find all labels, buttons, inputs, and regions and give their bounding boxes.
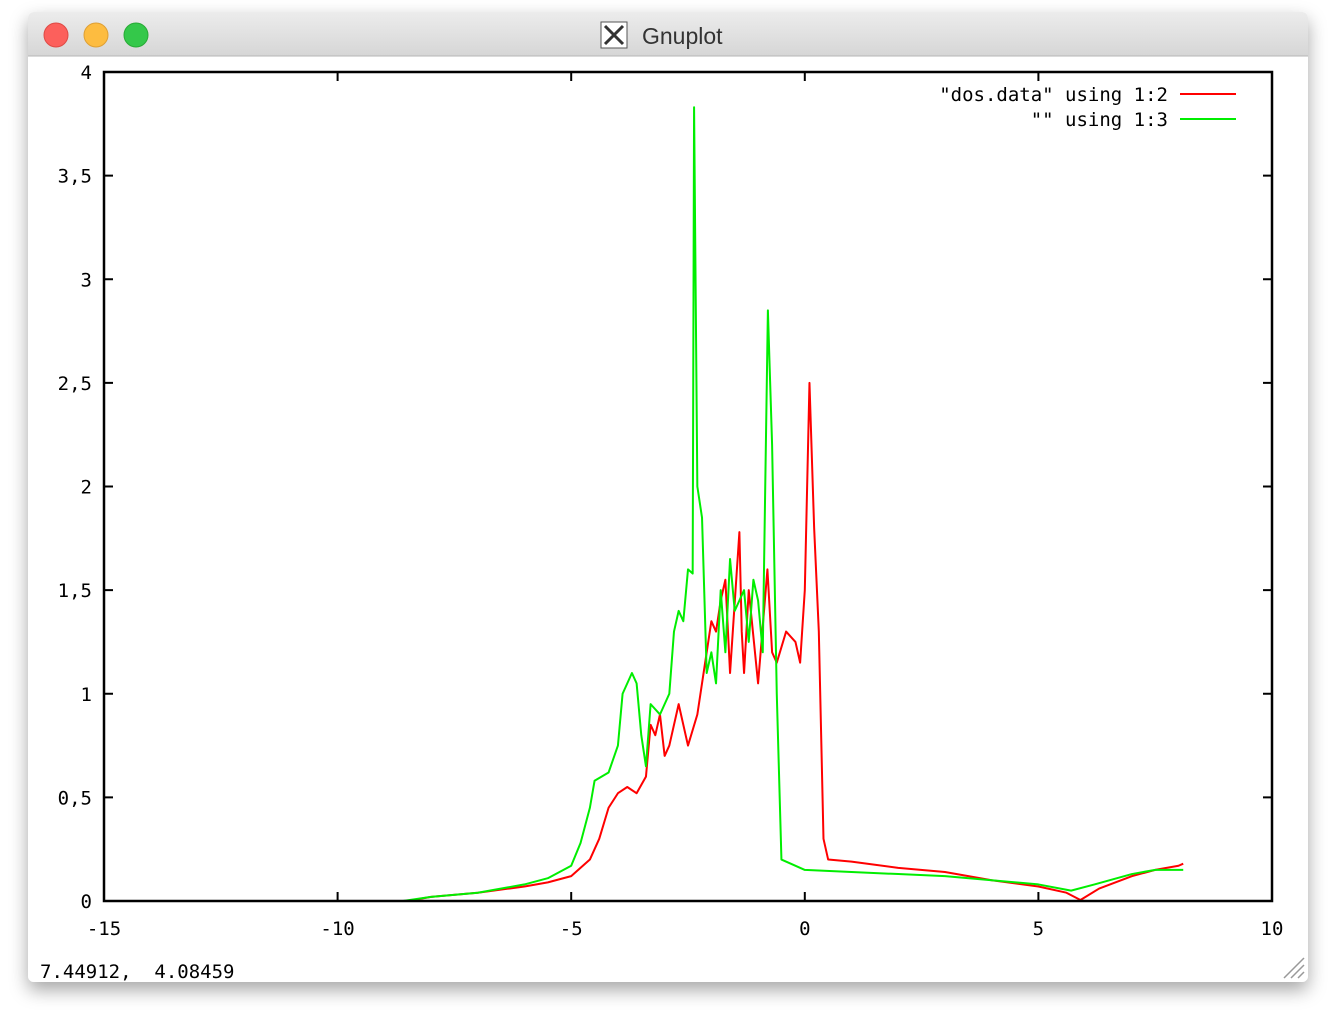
close-button[interactable] bbox=[43, 22, 69, 48]
y-tick-label: 0,5 bbox=[58, 787, 92, 809]
legend-label: "dos.data" using 1:2 bbox=[939, 84, 1168, 106]
y-tick-label: 4 bbox=[81, 62, 92, 84]
x-tick-label: 10 bbox=[1261, 918, 1284, 940]
series-line bbox=[402, 106, 1184, 902]
series-line bbox=[407, 381, 1184, 902]
window-title: Gnuplot bbox=[642, 23, 723, 49]
x-tick-label: 5 bbox=[1033, 918, 1044, 940]
zoom-button[interactable] bbox=[123, 22, 149, 48]
y-tick-label: 1 bbox=[81, 684, 92, 706]
y-tick-label: 2 bbox=[81, 477, 92, 499]
plot-border bbox=[102, 70, 1274, 903]
y-tick-label: 3,5 bbox=[58, 166, 92, 188]
y-tick-label: 3 bbox=[81, 269, 92, 291]
legend-label: "" using 1:3 bbox=[1031, 109, 1168, 131]
minimize-button[interactable] bbox=[83, 22, 109, 48]
plot: 0 0,5 1 1,5 2 2,5 3 3,5 4 -15 -10 -5 0 5 10 "dos.data" … bbox=[58, 62, 1284, 940]
x-tick-label: -10 bbox=[320, 918, 354, 940]
y-tick-label: 2,5 bbox=[58, 373, 92, 395]
window-frame bbox=[28, 12, 1308, 982]
y-tick-label: 0 bbox=[81, 891, 92, 913]
x-tick-label: -5 bbox=[560, 918, 583, 940]
x-tick-label: -15 bbox=[87, 918, 121, 940]
x11-icon bbox=[600, 21, 628, 49]
status-coordinates: 7.44912, 4.08459 bbox=[40, 961, 234, 983]
resize-grip[interactable] bbox=[1283, 957, 1305, 979]
x-tick-label: 0 bbox=[799, 918, 810, 940]
y-tick-label: 1,5 bbox=[58, 580, 92, 602]
title-bar bbox=[28, 12, 1308, 56]
window: Gnuplot 7.44912, 4.08459 bbox=[28, 12, 1308, 983]
